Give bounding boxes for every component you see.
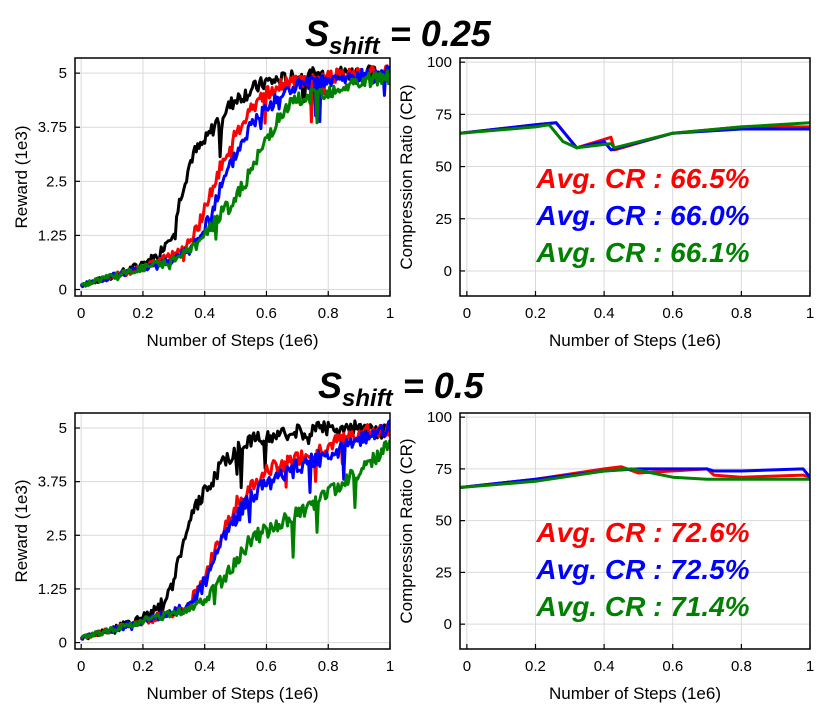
x-tick-label: 0.2 [133,658,154,675]
x-axis-label: Number of Steps (1e6) [549,331,721,350]
series-line-green [80,69,390,288]
y-axis-label: Compression Ratio (CR) [397,438,416,623]
x-axis-label: Number of Steps (1e6) [147,331,319,350]
y-tick-label: 1.25 [38,581,67,598]
y-tick-label: 50 [435,159,452,176]
y-axis-label: Reward (1e3) [12,480,31,583]
y-tick-label: 0 [59,635,67,652]
y-tick-label: 2.5 [46,527,67,544]
x-tick-label: 0.4 [194,305,215,322]
y-tick-label: 100 [427,54,452,71]
y-tick-label: 75 [435,461,452,478]
x-tick-label: 0 [463,305,471,322]
x-tick-label: 0.6 [662,305,683,322]
plot-frame [459,57,811,297]
y-axis-label: Reward (1e3) [12,126,31,229]
x-tick-label: 0.2 [133,305,154,322]
y-axis-label: Compression Ratio (CR) [397,84,416,269]
y-tick-label: 25 [435,211,452,228]
x-tick-label: 0.4 [594,658,615,675]
y-tick-label: 5 [59,65,67,82]
x-tick-label: 0.8 [318,658,339,675]
compression-chart-top: 0 0.2 0.4 0.6 0.8 1 0 25 50 75 100 Number of Steps … [397,54,814,350]
x-tick-label: 0.2 [525,305,546,322]
reward-chart-bottom: 0 0.2 0.4 0.6 0.8 1 0 1.25 2.5 3.75 5 Number of Ste… [12,412,394,703]
x-tick-label: 0 [77,305,85,322]
x-tick-label: 1 [386,305,394,322]
x-tick-label: 1 [806,305,814,322]
x-axis-label: Number of Steps (1e6) [147,684,319,703]
y-tick-label: 1.25 [38,227,67,244]
series-line-green [460,121,810,150]
x-tick-label: 0 [463,658,471,675]
x-tick-label: 0.6 [256,305,277,322]
x-tick-label: 0.2 [525,658,546,675]
series-line-green [80,439,390,640]
avg-cr-annotation-blue: Avg. CR : 72.5% [535,554,749,585]
x-tick-label: 1 [806,658,814,675]
avg-cr-annotation-green: Avg. CR : 66.1% [535,237,749,268]
x-tick-label: 0.8 [318,305,339,322]
series-line-red [79,64,390,288]
x-tick-label: 0.8 [731,658,752,675]
x-tick-label: 0.6 [662,658,683,675]
reward-chart-top: 0 0.2 0.4 0.6 0.8 1 0 1.25 2.5 3.75 5 Number of Ste… [12,57,394,350]
y-tick-label: 3.75 [38,119,67,136]
x-tick-label: 0.4 [594,305,615,322]
plot-frame [74,412,391,650]
y-tick-label: 75 [435,106,452,123]
y-tick-label: 100 [427,409,452,426]
section-title-bottom: Sshift = 0.5 [318,365,485,412]
x-tick-label: 1 [386,658,394,675]
y-tick-label: 25 [435,564,452,581]
x-tick-label: 0.8 [731,305,752,322]
x-axis-label: Number of Steps (1e6) [549,684,721,703]
y-tick-label: 3.75 [38,474,67,491]
x-tick-label: 0.6 [256,658,277,675]
avg-cr-annotation-blue: Avg. CR : 66.0% [535,200,749,231]
y-tick-label: 50 [435,513,452,530]
x-tick-label: 0.4 [194,658,215,675]
series-line-green [460,467,810,489]
avg-cr-annotation-green: Avg. CR : 71.4% [535,591,749,622]
series-line-blue [79,64,390,288]
y-tick-label: 5 [59,420,67,437]
series-line-black [80,64,390,289]
section-title-top: Sshift = 0.25 [305,13,492,60]
y-tick-label: 0 [444,263,452,280]
plot-frame [459,412,811,650]
avg-cr-annotation-red: Avg. CR : 72.6% [535,517,749,548]
compression-chart-bottom: 0 0.2 0.4 0.6 0.8 1 0 25 50 75 100 Number of Steps … [397,409,814,703]
x-tick-label: 0 [77,658,85,675]
plot-frame [74,57,391,297]
avg-cr-annotation-red: Avg. CR : 66.5% [535,163,749,194]
y-tick-label: 2.5 [46,173,67,190]
y-tick-label: 0 [444,616,452,633]
y-tick-label: 0 [59,282,67,299]
